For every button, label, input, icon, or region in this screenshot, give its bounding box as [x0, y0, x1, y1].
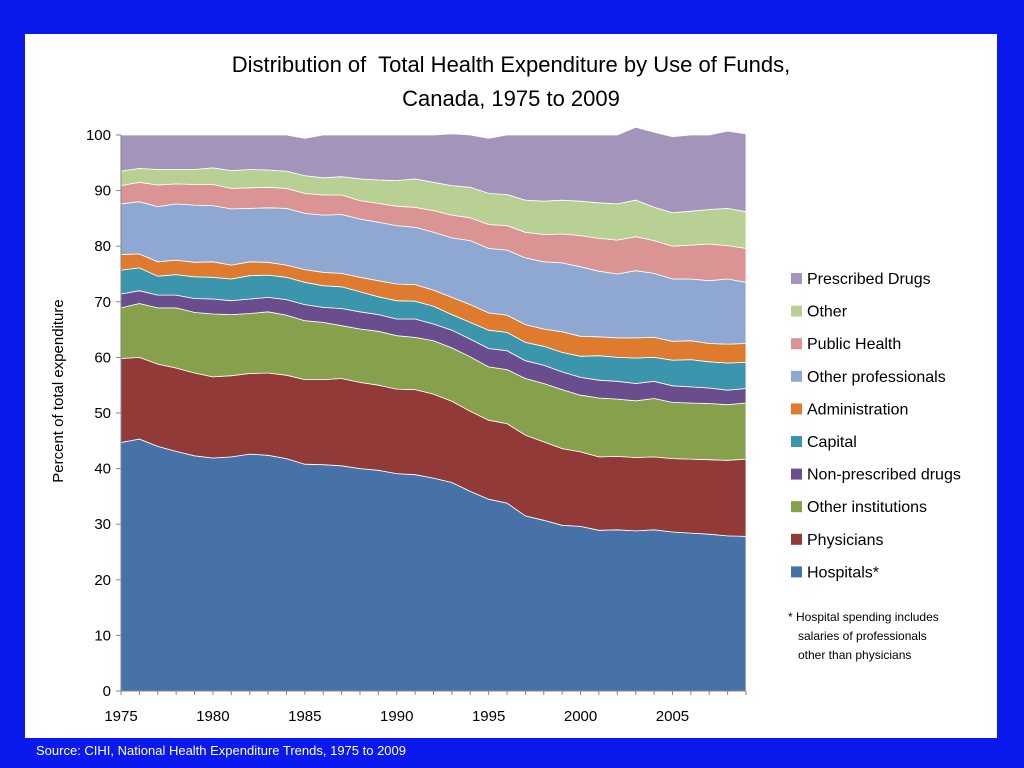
x-tick-label: 1980	[196, 708, 229, 725]
y-tick-label: 90	[94, 183, 111, 200]
y-tick-label: 20	[94, 572, 111, 589]
legend-label: Non-prescribed drugs	[807, 467, 961, 484]
y-tick-label: 100	[86, 127, 111, 144]
legend-item-non-prescribed-drugs: Non-prescribed drugs	[791, 467, 961, 484]
x-tick-label: 1990	[380, 708, 413, 725]
y-tick-label: 40	[94, 461, 111, 478]
footnote-line-2: salaries of professionals	[798, 629, 927, 643]
x-tick-label: 2005	[656, 708, 689, 725]
legend-swatch	[791, 273, 802, 284]
chart-title-line-1: Distribution of Total Health Expenditure…	[232, 52, 790, 77]
legend: Prescribed Drugs Other Public Health Other …	[791, 271, 961, 581]
legend-item-capital: Capital	[791, 434, 857, 451]
legend-label: Other professionals	[807, 369, 946, 386]
legend-item-administration: Administration	[791, 401, 908, 418]
x-tick-label: 1995	[472, 708, 505, 725]
x-tick-label: 2000	[564, 708, 597, 725]
y-tick-label: 60	[94, 349, 111, 366]
x-tick-label: 1975	[104, 708, 137, 725]
legend-swatch	[791, 501, 802, 513]
plot-area	[120, 126, 747, 692]
footnote-line-3: other than physicians	[798, 648, 911, 662]
legend-swatch	[791, 436, 802, 447]
legend-item-other: Other	[791, 304, 848, 321]
footnote: * Hospital spending includes salaries of…	[788, 610, 939, 662]
slide-background: Distribution of Total Health Expenditure…	[25, 34, 997, 738]
chart-title: Distribution of Total Health Expenditure…	[232, 52, 790, 111]
legend-item-hospitals: Hospitals*	[791, 564, 879, 581]
legend-swatch	[791, 468, 802, 480]
y-axis-title: Percent of total expenditure	[50, 299, 67, 482]
legend-label: Administration	[807, 401, 908, 418]
legend-swatch	[791, 338, 802, 350]
legend-item-public-health: Public Health	[791, 336, 901, 353]
legend-label: Capital	[807, 434, 857, 451]
legend-swatch	[791, 305, 802, 317]
stacked-area-chart: Distribution of Total Health Expenditure…	[50, 52, 961, 725]
y-tick-label: 0	[103, 683, 111, 700]
y-tick-label: 50	[94, 405, 111, 422]
legend-label: Hospitals*	[807, 564, 879, 581]
chart-title-line-2: Canada, 1975 to 2009	[402, 86, 620, 111]
legend-swatch	[791, 533, 802, 545]
legend-label: Prescribed Drugs	[807, 271, 931, 288]
legend-swatch	[791, 403, 802, 415]
legend-item-other-professionals: Other professionals	[791, 369, 946, 386]
legend-swatch	[791, 566, 802, 578]
source-note: Source: CIHI, National Health Expenditur…	[36, 743, 406, 758]
footnote-line-1: * Hospital spending includes	[788, 610, 939, 624]
x-axis: 1975 1980 1985 1990 1995 2000 2005	[104, 690, 747, 725]
legend-item-prescribed-drugs: Prescribed Drugs	[791, 271, 931, 288]
legend-label: Other	[807, 304, 848, 321]
legend-item-physicians: Physicians	[791, 532, 883, 549]
legend-label: Public Health	[807, 336, 901, 353]
area-prescribed-drugs	[120, 126, 747, 214]
legend-item-other-institutions: Other institutions	[791, 499, 927, 516]
x-tick-label: 1985	[288, 708, 321, 725]
legend-label: Physicians	[807, 532, 883, 549]
legend-swatch	[791, 370, 802, 382]
y-tick-label: 70	[94, 294, 111, 311]
y-axis: 0 10 20 30 40 50 60 70 80 90 100	[86, 127, 122, 700]
y-tick-label: 10	[94, 627, 111, 644]
y-tick-label: 80	[94, 238, 111, 255]
legend-label: Other institutions	[807, 499, 927, 516]
y-tick-label: 30	[94, 516, 111, 533]
